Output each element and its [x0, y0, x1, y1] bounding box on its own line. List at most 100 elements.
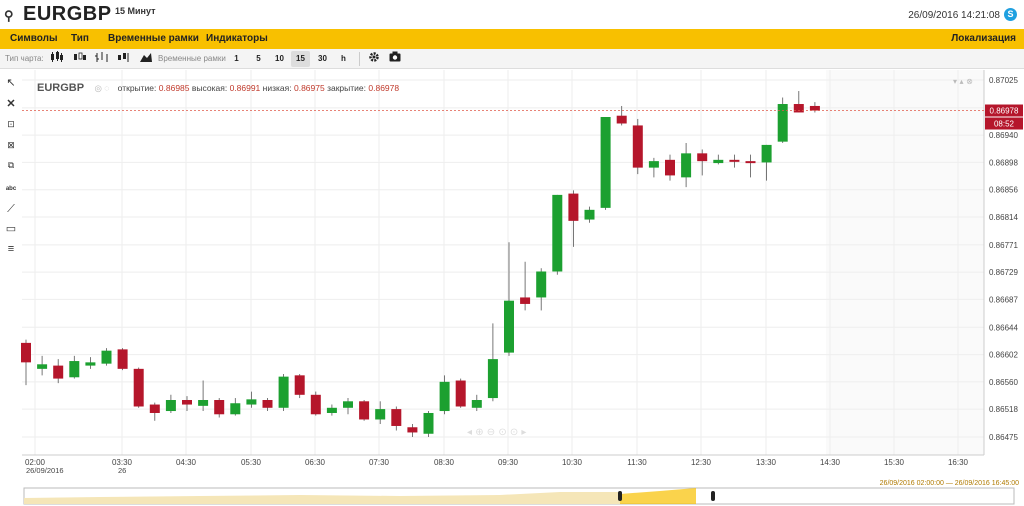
area-type-icon[interactable] [136, 51, 155, 67]
rectangle-icon[interactable]: ▭ [5, 223, 17, 235]
settings-gear-icon[interactable] [364, 51, 383, 67]
settings-small-icon[interactable]: ◌ [104, 83, 110, 93]
menu-type[interactable]: Тип [71, 33, 89, 44]
x-subtick-date: 26/09/2016 [26, 466, 64, 475]
candle-down [21, 342, 31, 363]
candle-down [616, 115, 627, 124]
main-menu-bar: Символы Тип Временные рамки Индикаторы Л… [0, 29, 1024, 49]
x-tick-label: 09:30 [498, 458, 519, 467]
timeframe-h-button[interactable]: h [341, 54, 346, 63]
search-logo-icon[interactable]: ⚲ [4, 8, 14, 23]
y-tick-label: 0.86560 [989, 378, 1018, 387]
high-label: высокая: [191, 83, 228, 93]
candle-up [648, 161, 659, 168]
heikin-type-icon[interactable] [114, 51, 133, 67]
hollow-candle-type-icon[interactable] [70, 51, 89, 67]
last-price-tag [985, 104, 1023, 117]
candle-down [745, 161, 756, 164]
zoom-area-icon[interactable]: ⊡ [7, 119, 15, 129]
menu-localization[interactable]: Локализация [951, 33, 1016, 44]
zoom-reset-icon[interactable]: ⊠ [7, 140, 15, 150]
navigator-left-handle[interactable] [618, 491, 622, 501]
y-tick-label: 0.86898 [989, 158, 1018, 167]
candle-up [536, 271, 547, 298]
y-tick-label: 0.86729 [989, 268, 1018, 277]
symbol-title: EURGBP [23, 3, 112, 25]
price-chart[interactable]: 0.870250.869820.869400.868980.868560.868… [0, 70, 1024, 480]
candle-up [600, 116, 611, 208]
y-tick-label: 0.86814 [989, 213, 1018, 222]
open-value: 0.86985 [158, 83, 190, 93]
candle-up [85, 362, 96, 366]
candle-up [165, 400, 176, 412]
x-tick-label: 13:30 [756, 458, 777, 467]
candle-down [53, 365, 64, 379]
navigator-right-handle[interactable] [711, 491, 715, 501]
delete-x-icon[interactable]: ✕ [6, 98, 16, 110]
candle-up [584, 209, 595, 220]
ohlc-symbol: EURGBP [37, 82, 85, 94]
navigator-date-range: 26/09/2016 02:00:00 — 26/09/2016 16:45:0… [879, 480, 1019, 487]
candle-up [552, 194, 563, 272]
candle-down [697, 153, 708, 162]
candle-up [343, 401, 353, 408]
candle-down [793, 104, 804, 113]
y-tick-label: 0.86602 [989, 351, 1018, 360]
text-abc-icon[interactable]: abc [5, 186, 17, 192]
timeframes-label: Временные рамки [158, 54, 226, 63]
candle-up [713, 159, 724, 164]
menu-timeframes[interactable]: Временные рамки [108, 33, 199, 44]
y-tick-label: 0.86687 [989, 295, 1018, 304]
y-tick-label: 0.87025 [989, 76, 1018, 85]
candle-up [487, 359, 498, 399]
candle-up [101, 350, 112, 364]
camera-icon[interactable] [385, 51, 404, 67]
timeframe-5-button[interactable]: 5 [256, 54, 261, 63]
candle-down [391, 409, 402, 426]
chart-toolbar: Тип чарта: Временные рамки 1 5 10 15 30 … [0, 49, 1024, 69]
x-tick-label: 14:30 [820, 458, 841, 467]
candle-down [520, 297, 531, 304]
close-value: 0.86978 [368, 83, 400, 93]
timeframe-15-button[interactable]: 15 [291, 51, 310, 67]
candle-up [198, 400, 209, 406]
timeframe-label: 15 Минут [115, 6, 156, 16]
candle-down [294, 375, 305, 395]
candle-up [37, 364, 48, 369]
timeframe-30-button[interactable]: 30 [318, 54, 327, 63]
candle-up [761, 144, 772, 163]
drawing-tools-panel: ↖ ✕ ⊡ ⊠ ⧉ abc ⟋ ▭ ≡ [0, 70, 22, 470]
fibonacci-lines-icon[interactable]: ≡ [7, 243, 15, 255]
cursor-arrow-icon[interactable]: ↖ [6, 77, 16, 89]
navigator-strip[interactable] [0, 486, 1024, 506]
y-tick-label: 0.86518 [989, 405, 1018, 414]
eye-icon[interactable]: ◎ [94, 83, 102, 93]
high-value: 0.86991 [229, 83, 261, 93]
candle-up [439, 381, 450, 412]
candle-up [230, 403, 241, 415]
bar-type-icon[interactable] [92, 51, 111, 67]
collapse-arrows-icon: ▾ ▴ ⊗ [953, 77, 973, 86]
menu-symbols[interactable]: Символы [10, 33, 58, 44]
timeframe-10-button[interactable]: 10 [275, 54, 284, 63]
candle-down [149, 404, 160, 413]
candle-down [568, 193, 579, 221]
menu-indicators[interactable]: Индикаторы [206, 33, 268, 44]
x-tick-label: 05:30 [241, 458, 262, 467]
x-tick-label: 10:30 [562, 458, 583, 467]
candle-up [278, 376, 289, 408]
last-price-value: 0.86978 [990, 107, 1019, 116]
x-tick-label: 04:30 [176, 458, 197, 467]
candle-down [455, 380, 466, 407]
open-label: открытие: [117, 83, 157, 93]
y-tick-label: 0.86771 [989, 241, 1018, 250]
timeframe-1-button[interactable]: 1 [234, 54, 239, 63]
x-tick-label: 15:30 [884, 458, 905, 467]
low-value: 0.86975 [293, 83, 325, 93]
trend-line-icon[interactable]: ⟋ [7, 203, 15, 215]
copy-icon[interactable]: ⧉ [7, 160, 15, 170]
x-subtick-date: 26 [118, 466, 126, 475]
y-tick-label: 0.86940 [989, 131, 1018, 140]
skype-icon[interactable]: S [1004, 8, 1017, 21]
candlestick-type-icon[interactable] [47, 51, 66, 67]
